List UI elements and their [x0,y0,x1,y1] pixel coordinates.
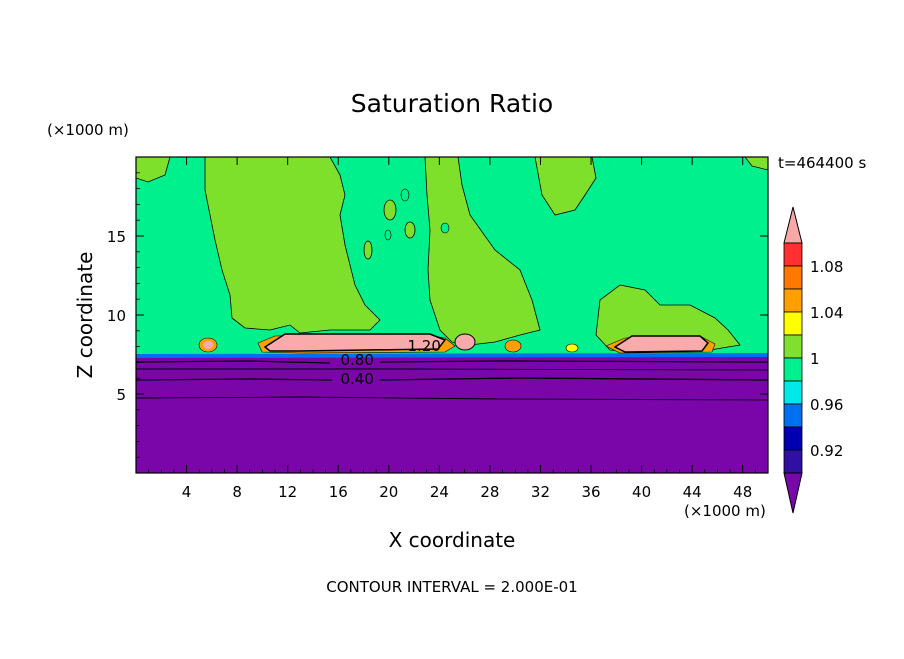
contour-line-040 [135,377,769,381]
contour-label: 1.20 [407,337,440,355]
colorbar-label: 1 [810,350,820,368]
colorbar-bottom-arrow [783,472,803,514]
colorbar-swatch [783,403,803,428]
colorbar-label: 1.04 [810,304,843,322]
x-tick-label: 24 [430,483,449,501]
green-region-left [204,156,381,334]
x-tick-label: 44 [683,483,702,501]
cloud-cell-b [454,333,476,351]
time-label: t=464400 s [778,154,866,172]
cloud-cell-c [504,339,522,353]
colorbar-swatch [783,242,803,267]
colorbar-swatch [783,334,803,359]
colorbar-swatch [783,380,803,405]
colorbar-label: 1.08 [810,258,843,276]
x-tick-label: 4 [182,483,192,501]
x-tick-label: 16 [329,483,348,501]
y-axis-label: Z coordinate [73,252,97,379]
green-blob-c [363,240,373,260]
x-tick-label: 8 [232,483,242,501]
purple-layer [135,354,769,474]
pink-cloud-right [613,335,710,353]
x-tick-label: 40 [632,483,651,501]
y-tick-label: 15 [107,228,126,246]
x-unit-label: (×1000 m) [684,502,766,520]
colorbar-label: 0.92 [810,442,843,460]
x-tick-label: 36 [581,483,600,501]
green-region-right [534,156,597,216]
colorbar-label: 0.96 [810,396,843,414]
y-tick-label: 10 [107,307,126,325]
colorbar-swatch [783,288,803,313]
x-tick-label: 48 [733,483,752,501]
blue-band [136,353,768,358]
pink-cloud-left [263,333,447,352]
x-tick-label: 20 [379,483,398,501]
cyan-hole-a [400,188,410,202]
x-tick-label: 32 [531,483,550,501]
contour-label: 0.40 [340,370,373,388]
contour-labels: 1.20 0.800.40 [340,337,440,388]
green-blob-b [404,221,416,239]
chart-title: Saturation Ratio [351,89,553,118]
y-tick-label: 5 [116,386,126,404]
cloud-cell-d [565,343,579,353]
cyan-hole-c [440,222,450,234]
colorbar-swatch [783,311,803,336]
colorbar-swatch [783,449,803,474]
cyan-hole-b [384,229,392,241]
footer-contour-interval: CONTOUR INTERVAL = 2.000E-01 [326,578,577,596]
contour-line-080 [135,360,769,364]
contour-line-low [135,396,769,401]
contour-line-top-purple [136,368,769,371]
contour-label: 0.80 [340,351,373,369]
colorbar-top-arrow [783,206,803,244]
y-axis-ticks: 5 10 15 [107,172,768,458]
green-blob-a [383,199,397,221]
colorbar-swatch [783,357,803,382]
x-axis-label: X coordinate [389,528,516,552]
colorbar-swatch [783,265,803,290]
plot-area: 1.200.800.40 4 8 12 16 20 24 28 32 36 40 44 48 5101… [107,156,769,501]
green-region-center [424,156,541,346]
x-tick-label: 12 [278,483,297,501]
y-unit-label: (×1000 m) [47,121,129,139]
x-axis-ticks: 4 8 12 16 20 24 28 32 36 40 44 48 [148,157,756,501]
x-tick-label: 28 [480,483,499,501]
colorbar-swatch [783,426,803,451]
cloud-cell-a-core [203,341,213,349]
colorbar: 1.08 1.04 1 0.96 0.92 [783,206,843,514]
